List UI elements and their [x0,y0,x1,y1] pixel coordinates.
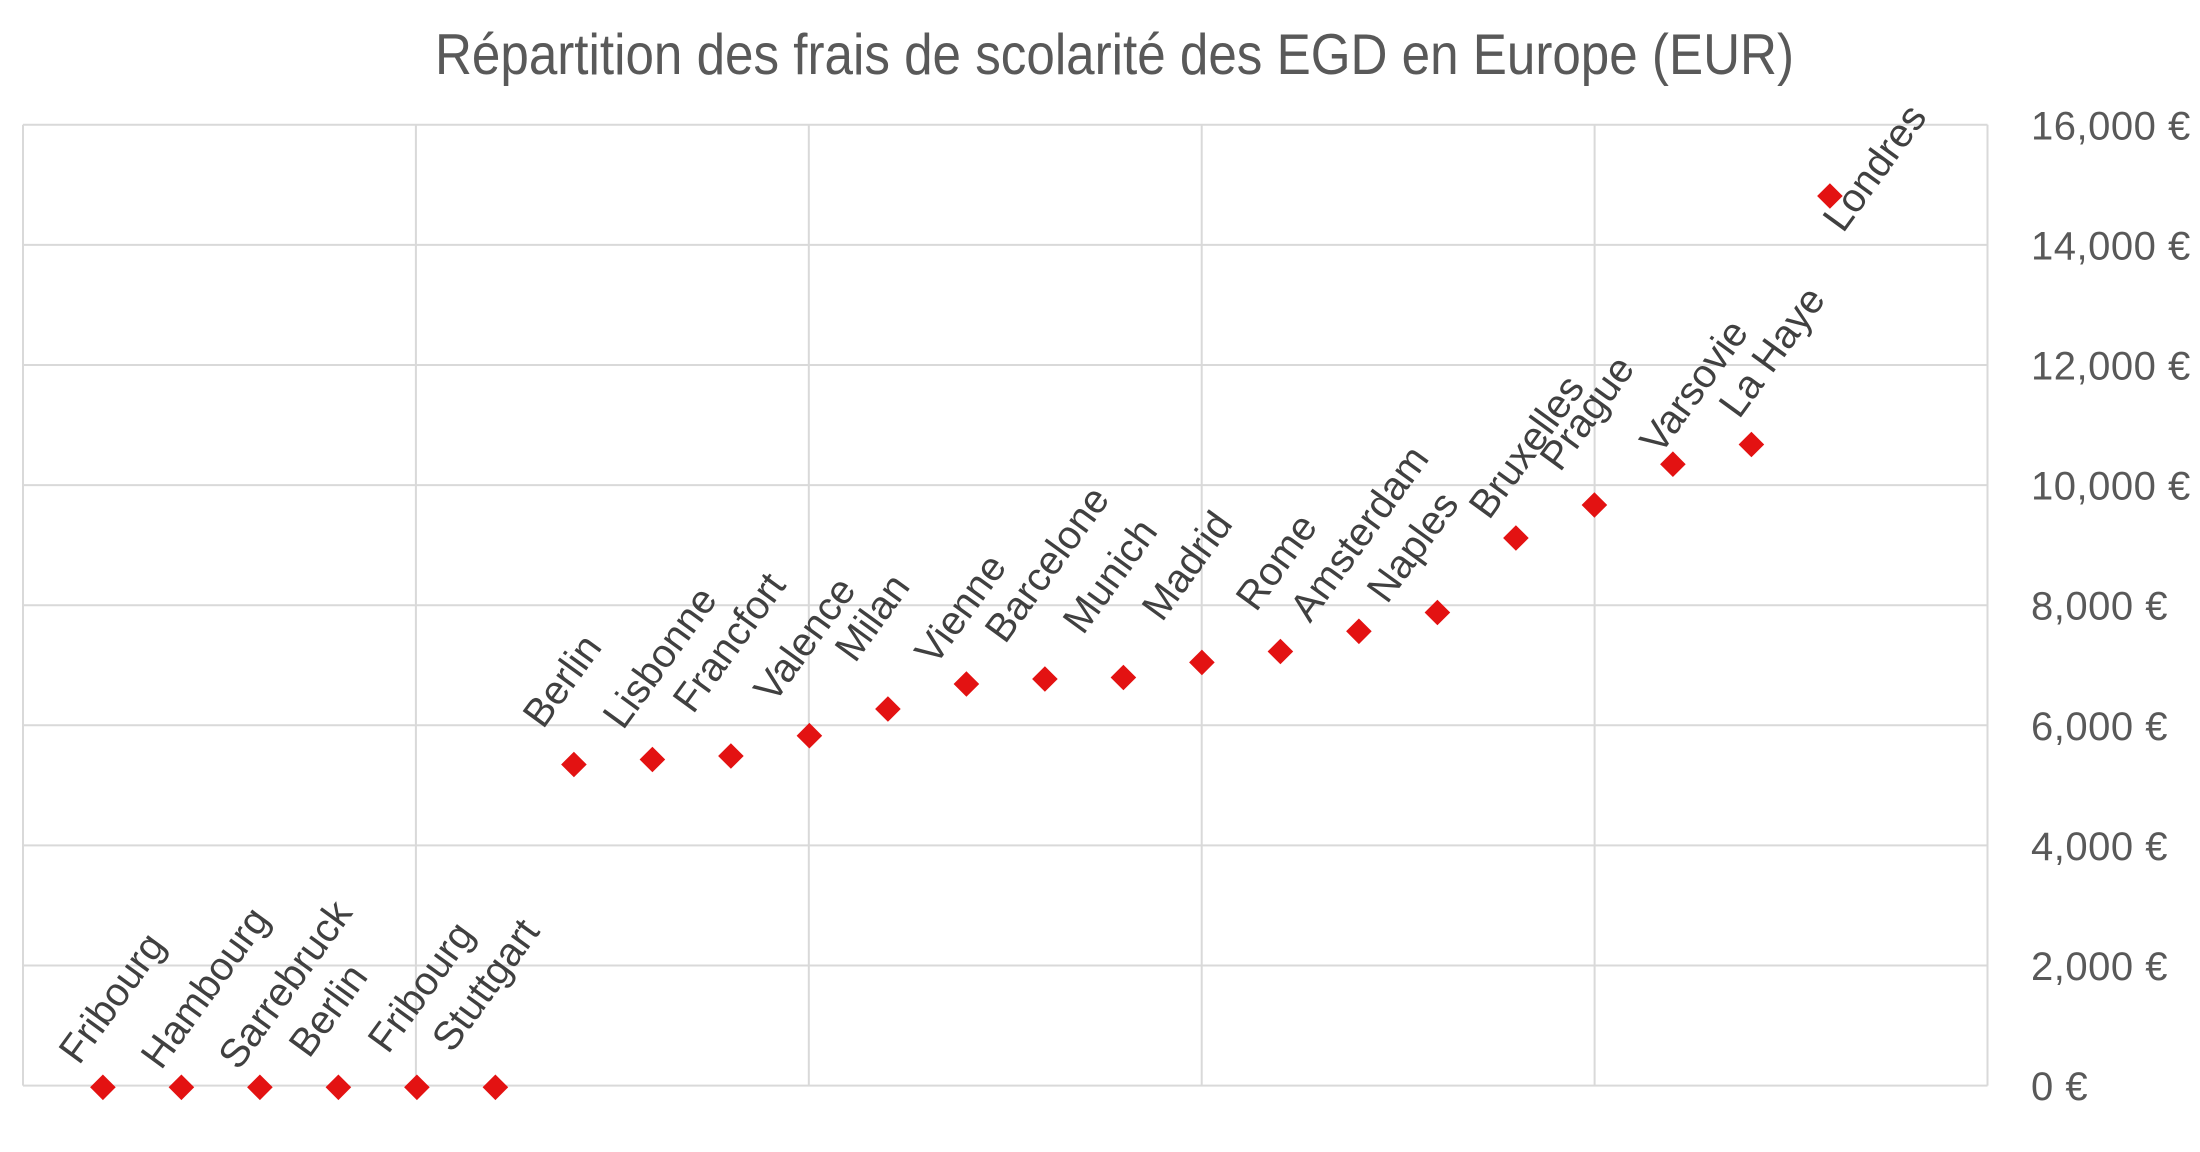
svg-text:4,000 €: 4,000 € [2031,825,2168,869]
svg-text:16,000 €: 16,000 € [2031,104,2191,148]
svg-text:8,000 €: 8,000 € [2031,585,2168,629]
svg-text:2,000 €: 2,000 € [2031,945,2168,989]
svg-text:14,000 €: 14,000 € [2031,224,2191,268]
svg-text:0 €: 0 € [2031,1065,2088,1109]
svg-text:12,000 €: 12,000 € [2031,345,2191,389]
svg-text:6,000 €: 6,000 € [2031,705,2168,749]
svg-text:10,000 €: 10,000 € [2031,465,2191,509]
svg-text:Répartition des frais de scola: Répartition des frais de scolarité des E… [435,22,1794,87]
